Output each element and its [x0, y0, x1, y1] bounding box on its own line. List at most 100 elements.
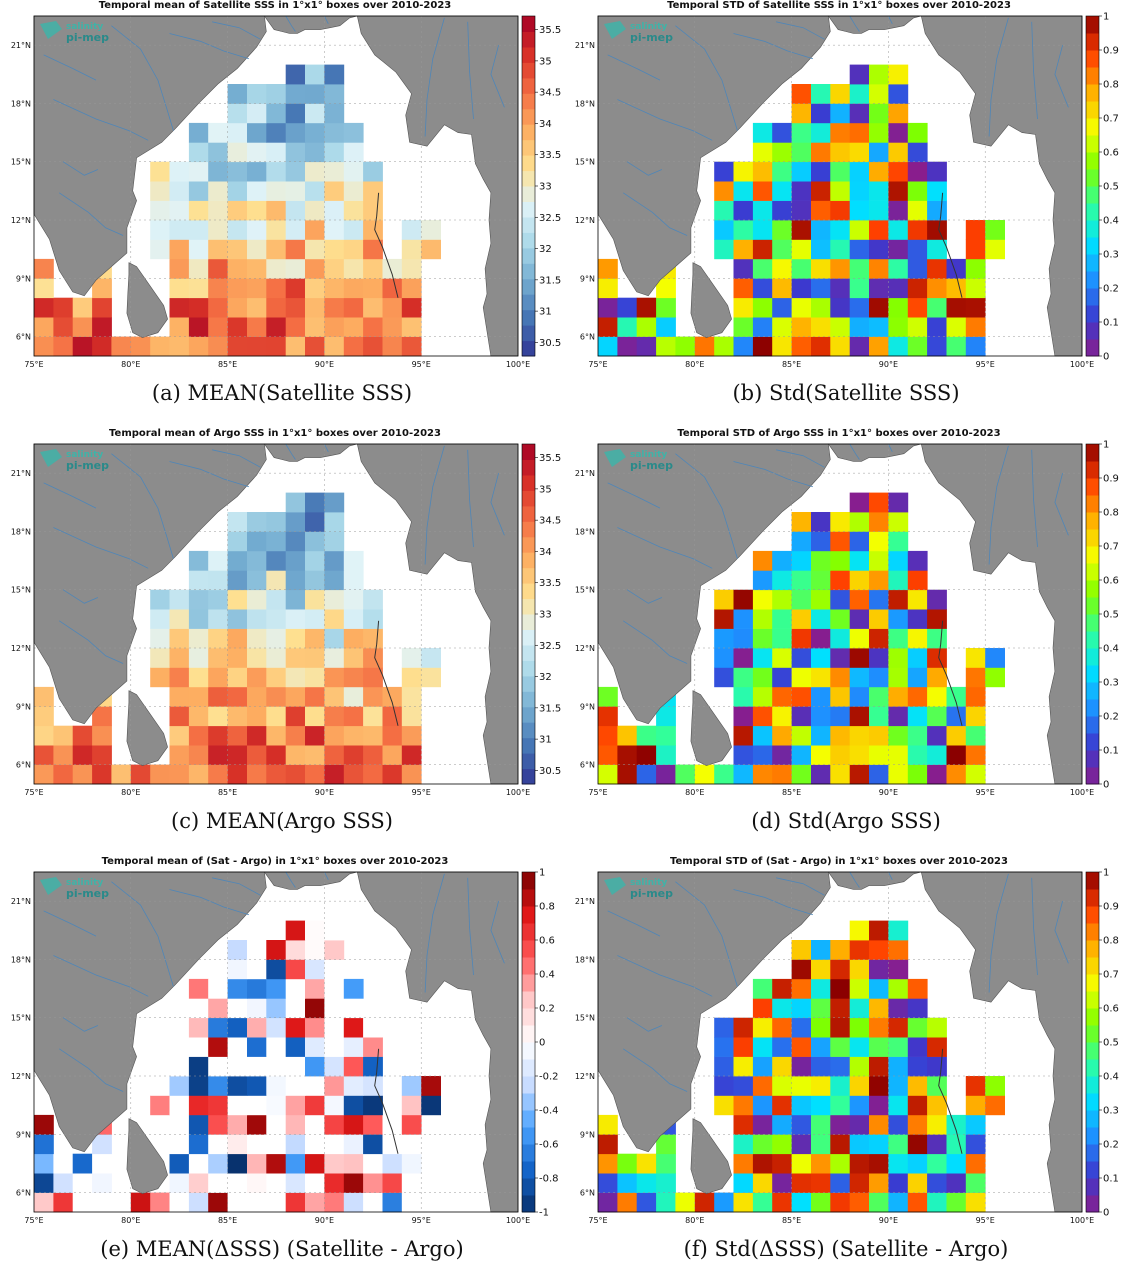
grid-cell — [752, 1017, 773, 1038]
grid-cell — [907, 1056, 928, 1077]
andaman-islands — [374, 620, 399, 726]
grid-cell — [285, 1134, 306, 1155]
grid-cell — [285, 258, 306, 279]
grid-cell — [343, 609, 364, 629]
grid-cell — [733, 1037, 754, 1057]
y-tick-label: 18°N — [11, 527, 31, 536]
grid-cell — [111, 1192, 132, 1213]
grid-cell — [343, 570, 364, 591]
colorbar-segment — [1086, 16, 1099, 34]
grid-cell — [343, 1017, 364, 1038]
grid-cell — [247, 998, 267, 1019]
grid-cell — [752, 122, 773, 143]
grid-cell — [733, 258, 754, 279]
grid-cell — [927, 161, 947, 182]
grid-cell — [324, 258, 345, 279]
grid-cell — [208, 1095, 228, 1116]
grid-cell — [266, 161, 287, 182]
grid-cell — [772, 317, 792, 337]
grid-cell — [343, 1095, 364, 1116]
grid-cell — [752, 550, 773, 571]
grid-cell — [247, 589, 267, 610]
grid-cell — [169, 686, 190, 707]
grid-cell — [811, 959, 831, 980]
grid-cell — [617, 1173, 638, 1193]
logo-icon — [40, 449, 62, 467]
river-line — [617, 955, 713, 997]
grid-cell — [285, 1153, 306, 1174]
grid-cell — [791, 940, 812, 960]
colorbar-tick-label: 0.8 — [539, 902, 555, 913]
grid-cell — [830, 1095, 851, 1116]
colorbar-tick-label: 0.1 — [1103, 1174, 1119, 1185]
grid-cell — [927, 706, 947, 727]
grid-cell — [188, 667, 209, 688]
grid-cell — [811, 239, 831, 260]
grid-cell — [266, 84, 287, 104]
grid-cell — [285, 64, 306, 85]
colorbar-tick-label: 0.7 — [1103, 542, 1119, 553]
grid-cell — [343, 745, 364, 765]
grid-cell — [772, 609, 792, 629]
colorbar-segment — [1086, 974, 1099, 992]
grid-cell — [752, 628, 773, 649]
x-tick-label: 100°E — [506, 360, 530, 369]
andaman-islands — [938, 192, 963, 298]
grid-cell — [247, 531, 267, 552]
grid-cell — [752, 1114, 773, 1135]
grid-cell — [343, 1134, 364, 1155]
grid-cell — [169, 1192, 190, 1213]
grid-cell — [927, 239, 947, 260]
colorbar-segment — [1086, 991, 1099, 1009]
colorbar-tick-label: 30.5 — [539, 338, 561, 349]
grid-cell — [208, 589, 228, 610]
grid-cell — [227, 142, 248, 163]
grid-cell — [324, 550, 345, 571]
grid-cell — [869, 725, 889, 746]
grid-cell — [363, 1192, 383, 1213]
grid-cell — [714, 648, 734, 668]
grid-cell — [752, 336, 773, 357]
grid-cell — [888, 1076, 909, 1096]
grid-cell — [869, 64, 889, 85]
colorbar-tick-label: 34 — [539, 119, 552, 130]
colorbar-tick-label: 0.8 — [1103, 80, 1119, 91]
sri-lanka-land — [126, 262, 168, 338]
grid-cell — [907, 589, 928, 610]
grid-cell — [208, 297, 228, 318]
grid-cell — [150, 628, 170, 649]
river-line — [43, 54, 97, 81]
grid-cells — [34, 920, 441, 1213]
grid-cell — [324, 492, 345, 513]
grid-cell — [656, 706, 676, 727]
grid-cell — [53, 1192, 74, 1213]
grid-cell — [324, 1056, 345, 1077]
grid-cell — [772, 628, 792, 649]
grid-cell — [363, 1173, 383, 1193]
grid-cell — [985, 667, 1005, 688]
grid-cell — [849, 220, 870, 240]
grid-cell — [266, 239, 287, 260]
grid-cell — [72, 764, 93, 785]
grid-cell — [247, 1076, 267, 1096]
grid-cell — [772, 1076, 792, 1096]
grid-cell — [617, 725, 638, 746]
river-line — [849, 871, 860, 888]
colorbar-tick-label: 0.4 — [1103, 644, 1119, 655]
colorbar-segment — [1086, 1178, 1099, 1196]
grid-cell — [285, 512, 306, 532]
grid-cell — [830, 103, 851, 124]
colorbar-segment — [522, 325, 535, 342]
grid-cell — [227, 103, 248, 124]
colorbar-segment — [1086, 478, 1099, 496]
grid-cell — [849, 745, 870, 765]
graticule — [34, 16, 518, 356]
grid-cell — [636, 725, 657, 746]
grid-cell — [811, 589, 831, 610]
grid-cell — [169, 1173, 190, 1193]
grid-cell — [305, 1017, 325, 1038]
grid-cell — [188, 686, 209, 707]
grid-cell — [324, 706, 345, 727]
grid-cell — [227, 686, 248, 707]
grid-cell — [266, 278, 287, 299]
